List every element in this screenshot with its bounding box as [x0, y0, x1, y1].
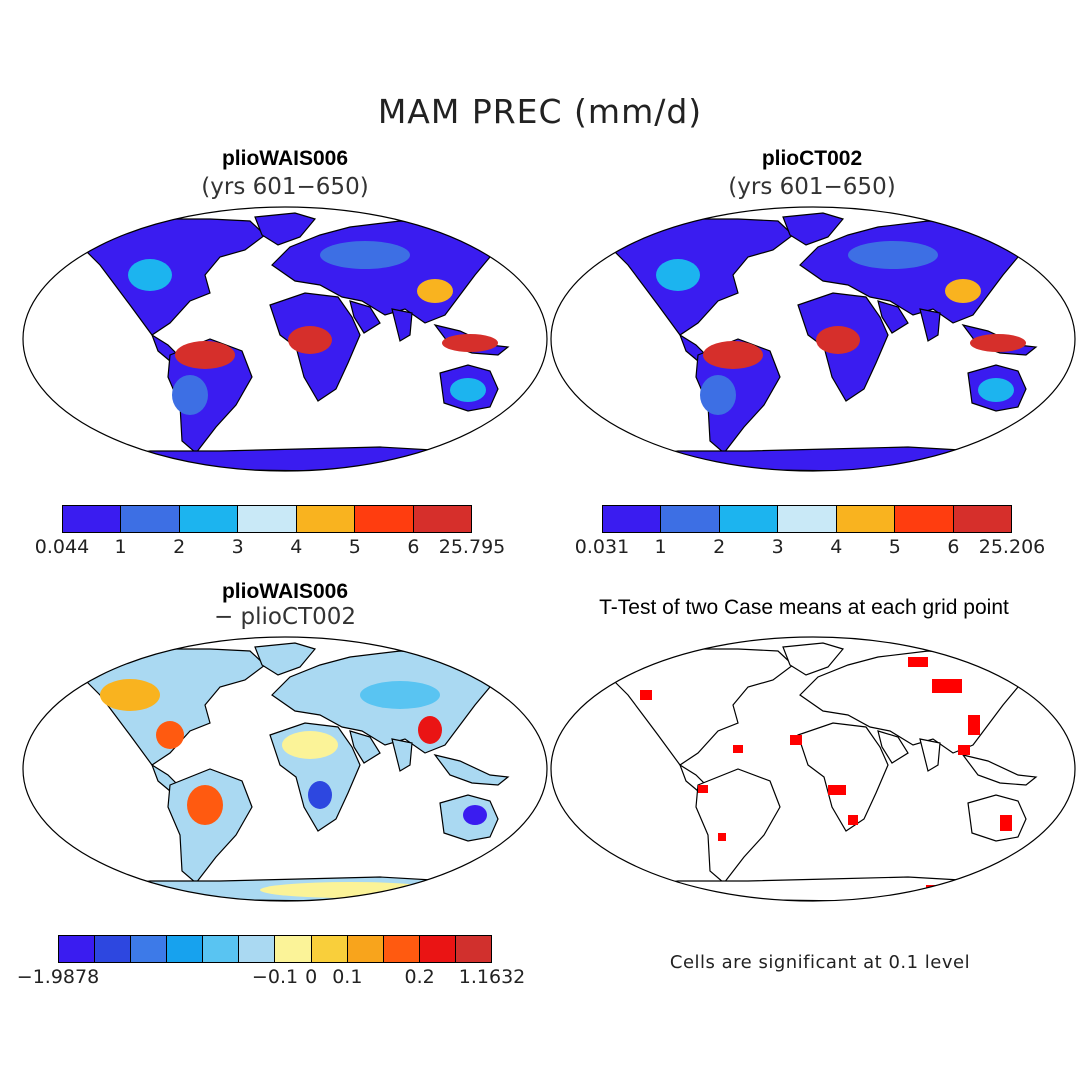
colorbar-swatch: [413, 506, 471, 532]
colorbar-tick-label: 1: [114, 536, 127, 558]
colorbar-swatch: [836, 506, 896, 532]
map-top-left: [22, 206, 548, 472]
colorbar-swatch: [239, 936, 276, 962]
colorbar-swatch: [355, 506, 414, 532]
colorbar-swatch: [238, 506, 297, 532]
colorbar-swatch: [63, 506, 122, 532]
colorbar-tick-label: 0.044: [34, 536, 90, 558]
colorbar-swatch: [347, 936, 384, 962]
colorbar-swatch: [59, 936, 96, 962]
colorbar-tick-label: 6: [407, 536, 420, 558]
colorbar-swatch: [953, 506, 1011, 532]
colorbar-tick-label: 25.206: [978, 536, 1046, 558]
colorbar-swatch: [719, 506, 779, 532]
colorbar-tick-label: 0.031: [574, 536, 630, 558]
colorbar-tick-label: 2: [713, 536, 726, 558]
colorbar-tick-label: 5: [888, 536, 901, 558]
colorbar-swatch: [296, 506, 356, 532]
figure-title: MAM PREC (mm/d): [377, 92, 703, 131]
panel-title-top-right: plioCT002: [761, 147, 863, 170]
colorbar-tick-label: 1: [654, 536, 667, 558]
panel-title-bottom-right: T-Test of two Case means at each grid po…: [599, 596, 1009, 619]
colorbar-swatch: [661, 506, 720, 532]
colorbar-tick-label: 1.1632: [458, 966, 526, 988]
colorbar-swatch: [131, 936, 168, 962]
colorbar-tick-label: 6: [947, 536, 960, 558]
colorbar-swatch: [311, 936, 348, 962]
panel-subtitle-top-right: (yrs 601−650): [728, 174, 896, 200]
panel-title-top-left: plioWAIS006: [221, 147, 349, 170]
panel-title-bottom-left: plioWAIS006: [221, 580, 349, 603]
colorbar-swatch: [419, 936, 456, 962]
colorbar-top-left: [62, 505, 472, 533]
wet-region-east-asia: [417, 279, 453, 303]
colorbar-tick-label: −0.1: [251, 966, 299, 988]
colorbar-tick-label: 3: [231, 536, 244, 558]
colorbar-tick-label: −1.9878: [16, 966, 100, 988]
colorbar-tick-label: 4: [830, 536, 843, 558]
wet-region-indonesia: [442, 334, 498, 352]
map-bottom-right: [550, 636, 1076, 902]
colorbar-tick-label: 25.795: [438, 536, 506, 558]
panel-subtitle-top-left: (yrs 601−650): [201, 174, 369, 200]
colorbar-swatch: [455, 936, 491, 962]
colorbar-tick-label: 3: [771, 536, 784, 558]
colorbar-swatch: [895, 506, 954, 532]
wet-region-amazon: [175, 341, 235, 369]
colorbar-tick-label: 0.2: [404, 966, 435, 988]
colorbar-swatch: [383, 936, 420, 962]
colorbar-swatch: [203, 936, 240, 962]
colorbar-top-right: [602, 505, 1012, 533]
colorbar-ticks-top-right: 0.031 1 2 3 4 5 6 25.206: [575, 536, 1045, 560]
colorbar-swatch: [603, 506, 662, 532]
colorbar-swatch: [95, 936, 132, 962]
colorbar-swatch: [179, 506, 239, 532]
colorbar-ticks-top-left: 0.044 1 2 3 4 5 6 25.795: [35, 536, 505, 560]
map-bottom-left: [22, 636, 548, 902]
colorbar-tick-label: 2: [173, 536, 186, 558]
colorbar-tick-label: 0.1: [332, 966, 363, 988]
colorbar-swatch: [167, 936, 204, 962]
colorbar-ticks-bottom-left: −1.9878 −0.1 0 0.1 0.2 1.1632: [17, 966, 525, 990]
colorbar-tick-label: 5: [348, 536, 361, 558]
colorbar-swatch: [121, 506, 180, 532]
colorbar-tick-label: 4: [290, 536, 303, 558]
colorbar-swatch: [778, 506, 837, 532]
wet-region-congo: [288, 326, 332, 354]
colorbar-swatch: [275, 936, 312, 962]
significance-note: Cells are significant at 0.1 level: [669, 952, 971, 973]
panel-subtitle-bottom-left: − plioCT002: [213, 604, 357, 630]
colorbar-bottom-left: [58, 935, 492, 963]
map-top-right: [550, 206, 1076, 472]
colorbar-tick-label: 0: [305, 966, 318, 988]
